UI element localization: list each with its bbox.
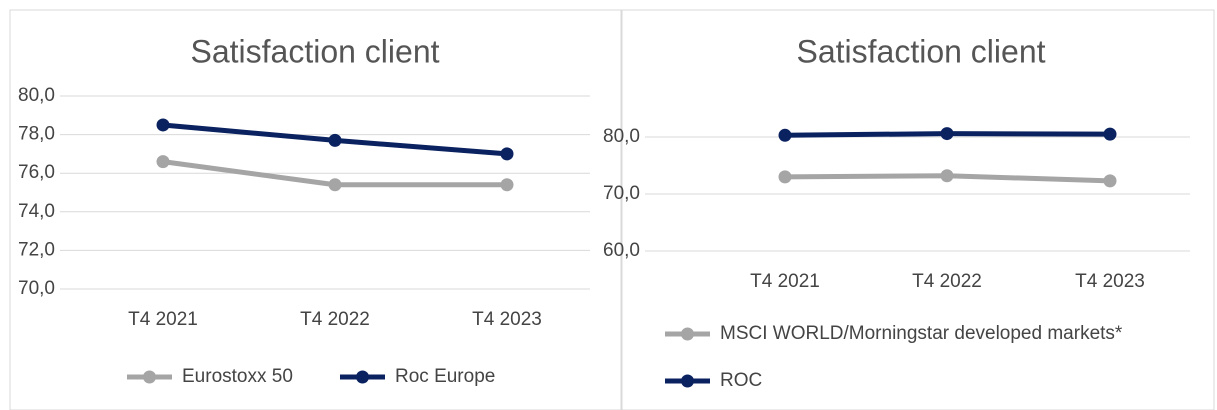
x-tick-label: T4 2021 (128, 309, 198, 330)
panel-border (621, 9, 1215, 410)
legend-label: Roc Europe (395, 366, 495, 387)
point (1103, 174, 1117, 188)
legend-marker (681, 327, 694, 341)
y-tick-label: 80,0 (603, 126, 640, 147)
x-tick-label: T4 2022 (912, 271, 982, 292)
point (500, 178, 514, 192)
y-tick-label: 76,0 (18, 162, 55, 183)
point (328, 178, 342, 192)
point (328, 133, 342, 147)
point (500, 147, 514, 161)
legend-marker (681, 374, 694, 388)
point (940, 169, 954, 183)
point (940, 127, 954, 141)
y-tick-label: 70,0 (18, 278, 55, 299)
legend-label: MSCI WORLD/Morningstar developed markets… (720, 323, 1123, 344)
y-tick-label: 74,0 (18, 201, 55, 222)
legend-marker (356, 370, 369, 384)
y-tick-label: 72,0 (18, 239, 55, 260)
legend-marker (143, 370, 156, 384)
point (156, 118, 170, 132)
chart-title: Satisfaction client (190, 33, 439, 69)
legend-label: Eurostoxx 50 (182, 366, 293, 387)
point (1103, 127, 1117, 141)
x-tick-label: T4 2021 (750, 271, 820, 292)
point (156, 155, 170, 169)
x-tick-label: T4 2022 (300, 309, 370, 330)
panel-border (9, 9, 622, 410)
legend-label: ROC (720, 370, 762, 391)
x-tick-label: T4 2023 (1075, 271, 1145, 292)
y-tick-label: 80,0 (18, 85, 55, 106)
y-tick-label: 70,0 (603, 183, 640, 204)
point (778, 170, 792, 184)
chart-title: Satisfaction client (796, 33, 1045, 69)
y-tick-label: 78,0 (18, 124, 55, 145)
x-tick-label: T4 2023 (472, 309, 542, 330)
y-tick-label: 60,0 (603, 240, 640, 261)
point (778, 128, 792, 142)
